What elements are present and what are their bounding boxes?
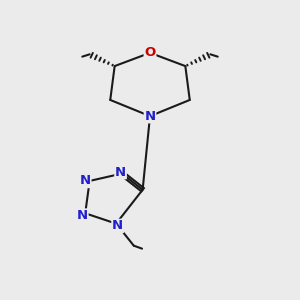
- Text: O: O: [144, 46, 156, 59]
- Text: N: N: [77, 209, 88, 222]
- Text: N: N: [112, 220, 123, 232]
- Text: N: N: [144, 110, 156, 123]
- Text: N: N: [115, 166, 126, 178]
- Text: N: N: [80, 174, 91, 188]
